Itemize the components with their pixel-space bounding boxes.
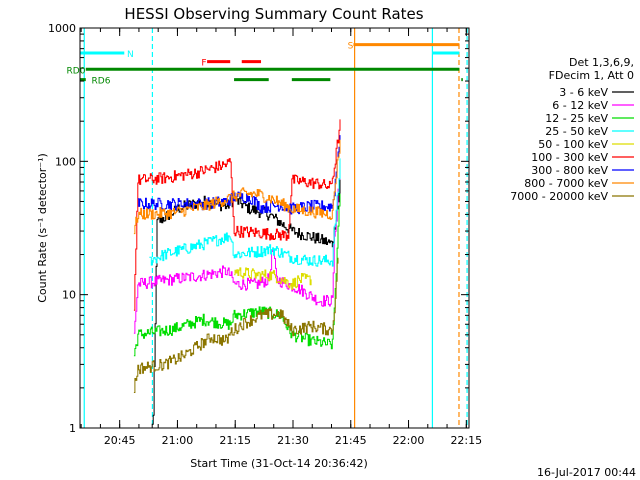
series-line-0 bbox=[149, 179, 341, 428]
legend-label-2: 12 - 25 keV bbox=[545, 112, 608, 125]
legend-label-1: 6 - 12 keV bbox=[552, 99, 608, 112]
axes: 20:45 21:00 21:15 21:30 21:45 22:00 22:15 1 10 10… bbox=[48, 22, 482, 447]
series-line-8 bbox=[133, 257, 339, 393]
legend-label-0: 3 - 6 keV bbox=[559, 86, 608, 99]
annotation-s-label: S bbox=[348, 42, 354, 52]
x-tick-label-1: 21:00 bbox=[162, 434, 194, 447]
x-axis-label: Start Time (31-Oct-14 20:36:42) bbox=[190, 457, 368, 470]
footer-timestamp: 16-Jul-2017 00:44 bbox=[537, 466, 636, 479]
series-line-1 bbox=[133, 168, 341, 334]
legend-header-1: Det 1,3,6,9, bbox=[569, 56, 634, 69]
legend-label-5: 100 - 300 keV bbox=[531, 151, 608, 164]
plot-area bbox=[80, 28, 468, 428]
chart-title: HESSI Observing Summary Count Rates bbox=[124, 5, 423, 23]
y-tick-label-3: 1000 bbox=[48, 22, 76, 35]
x-tick-label-6: 22:15 bbox=[450, 434, 482, 447]
annotation-rd6-label: RD6 bbox=[92, 77, 111, 87]
plot-frame bbox=[79, 27, 470, 429]
series-line-3 bbox=[149, 158, 341, 267]
legend-label-7: 800 - 7000 keV bbox=[524, 177, 608, 190]
y-tick-label-1: 10 bbox=[62, 289, 76, 302]
y-axis-label: Count Rate (s⁻¹ detector⁻¹) bbox=[36, 153, 49, 303]
legend-label-6: 300 - 800 keV bbox=[531, 164, 608, 177]
x-tick-label-3: 21:30 bbox=[277, 434, 309, 447]
legend-label-8: 7000 - 20000 keV bbox=[510, 190, 608, 203]
x-tick-label-4: 21:45 bbox=[335, 434, 367, 447]
y-tick-label-2: 100 bbox=[55, 155, 76, 168]
series-line-5 bbox=[133, 119, 341, 311]
x-tick-label-2: 21:15 bbox=[219, 434, 251, 447]
legend-header-2: FDecim 1, Att 0 bbox=[549, 69, 634, 82]
series-line-7 bbox=[133, 139, 341, 235]
x-tick-label-0: 20:45 bbox=[104, 434, 136, 447]
series-line-4 bbox=[234, 267, 312, 290]
annotation-rd0-label: RD0 bbox=[67, 66, 86, 76]
y-tick-label-0: 1 bbox=[69, 422, 76, 435]
legend-label-3: 25 - 50 keV bbox=[545, 125, 608, 138]
legend: Det 1,3,6,9, FDecim 1, Att 0 3 - 6 keV6 … bbox=[510, 56, 634, 203]
annotation-f-label: F bbox=[201, 59, 206, 69]
annotation-n-label: N bbox=[127, 50, 134, 60]
legend-label-4: 50 - 100 keV bbox=[538, 138, 608, 151]
x-tick-label-5: 22:00 bbox=[393, 434, 425, 447]
